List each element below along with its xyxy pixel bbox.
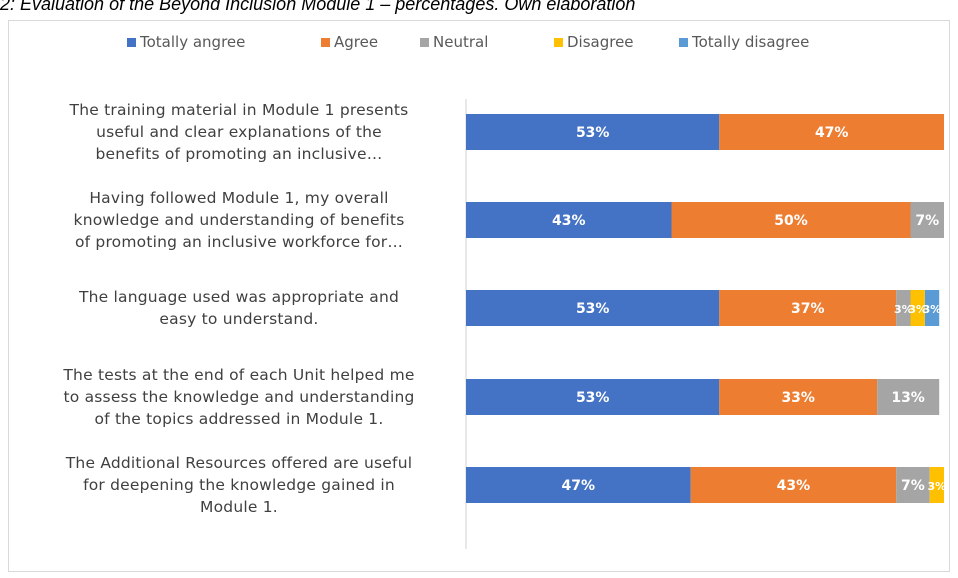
bar-agree-row-4 (719, 379, 877, 415)
category-label-line: knowledge and understanding of benefits (73, 211, 405, 229)
category-label-line: Having followed Module 1, my overall (89, 189, 389, 207)
legend-swatch (321, 38, 330, 47)
figure-caption: 2: Evaluation of the Beyond Inclusion Mo… (0, 0, 636, 14)
bars: 53% 47%43% 50% 7%53% 37% 3%3%3%53% 33% 13%47% 43… (466, 114, 946, 503)
legend-item-disagree: Disagree (554, 33, 634, 51)
legend-item-neutral: Neutral (420, 33, 488, 51)
data-label: 47% (815, 125, 849, 141)
data-label: 3% (894, 303, 913, 316)
stacked-bar-chart: Totally angree Agree Neutral Disagree Totall… (127, 33, 946, 549)
bar-agree-row-3 (719, 290, 897, 326)
bar-totally-angree-row-5 (466, 467, 691, 503)
legend-label: Neutral (433, 33, 488, 51)
data-label: 3% (908, 303, 927, 316)
bar-neutral-row-3 (896, 290, 911, 326)
data-label: 7% (901, 478, 925, 494)
bar-neutral-row-4 (877, 379, 940, 415)
legend-label: Totally angree (139, 33, 245, 51)
legend-swatch (420, 38, 429, 47)
bar-totally-angree-row-3 (466, 290, 720, 326)
bar-agree-row-2 (671, 202, 911, 238)
category-label-line: of the topics addressed in Module 1. (94, 410, 384, 428)
legend-label: Disagree (567, 33, 634, 51)
data-label: 47% (562, 478, 596, 494)
category-label-1: The training material in Module 1 presen… (23, 99, 455, 165)
category-label-line: easy to understand. (159, 310, 319, 328)
bar-totally-disagree-row-3 (924, 290, 940, 326)
legend-label: Totally disagree (691, 33, 809, 51)
data-label: 37% (791, 301, 825, 317)
data-label: 7% (915, 213, 939, 229)
data-label: 3% (923, 303, 942, 316)
category-label-line: benefits of promoting an inclusive… (95, 145, 383, 163)
category-label-line: The language used was appropriate and (78, 288, 400, 306)
category-label-line: Module 1. (200, 498, 278, 516)
bar-neutral-row-2 (910, 202, 944, 238)
data-label: 33% (781, 390, 815, 406)
bar-agree-row-5 (690, 467, 897, 503)
data-label: 53% (576, 125, 610, 141)
data-label: 3% (927, 480, 946, 493)
data-label: 53% (576, 301, 610, 317)
legend-item-totally-disagree: Totally disagree (679, 33, 809, 51)
bar-disagree-row-5 (929, 467, 944, 503)
legend-swatch (679, 38, 688, 47)
bar-totally-angree-row-4 (466, 379, 720, 415)
bar-disagree-row-3 (910, 290, 925, 326)
bar-agree-row-1 (719, 114, 944, 150)
data-label: 50% (774, 213, 808, 229)
category-label-4: The tests at the end of each Unit helped… (23, 364, 455, 430)
legend-item-agree: Agree (321, 33, 378, 51)
data-label: 43% (552, 213, 586, 229)
data-label: 13% (891, 390, 925, 406)
category-label-line: The training material in Module 1 presen… (69, 101, 409, 119)
category-label-line: The Additional Resources offered are use… (65, 454, 413, 472)
legend-swatch (127, 38, 136, 47)
legend-item-totally-angree: Totally angree (127, 33, 245, 51)
legend-swatch (554, 38, 563, 47)
bar-neutral-row-5 (896, 467, 930, 503)
legend-label: Agree (334, 33, 378, 51)
category-label-line: useful and clear explanations of the (96, 123, 382, 141)
legend: Totally angree Agree Neutral Disagree Totall… (127, 33, 809, 51)
category-label-line: to assess the knowledge and understandin… (63, 388, 415, 406)
category-label-5: The Additional Resources offered are use… (23, 452, 455, 518)
bar-totally-angree-row-1 (466, 114, 720, 150)
category-label-3: The language used was appropriate and eas… (23, 286, 455, 330)
data-label: 43% (777, 478, 811, 494)
category-label-2: Having followed Module 1, my overall know… (23, 187, 455, 253)
category-label-line: of promoting an inclusive workforce for… (74, 233, 404, 251)
category-label-line: for deepening the knowledge gained in (83, 476, 395, 494)
chart-area: Totally angree Agree Neutral Disagree Totall… (8, 20, 950, 572)
category-label-line: The tests at the end of each Unit helped… (63, 366, 415, 384)
bar-totally-angree-row-2 (466, 202, 672, 238)
data-label: 53% (576, 390, 610, 406)
